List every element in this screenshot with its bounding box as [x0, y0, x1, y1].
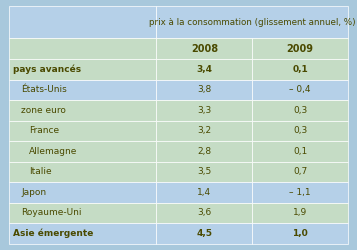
Bar — [252, 121, 348, 141]
Text: 0,3: 0,3 — [293, 106, 307, 115]
Text: Allemagne: Allemagne — [29, 147, 77, 156]
Text: Asie émergente: Asie émergente — [13, 229, 94, 238]
Bar — [252, 182, 348, 203]
Text: 0,3: 0,3 — [293, 126, 307, 136]
Bar — [252, 162, 348, 182]
Text: 1,9: 1,9 — [293, 208, 307, 218]
Bar — [156, 203, 252, 223]
Bar — [252, 100, 348, 121]
Bar — [9, 121, 156, 141]
Text: 3,6: 3,6 — [197, 208, 211, 218]
Bar — [252, 80, 348, 100]
Text: États-Unis: États-Unis — [21, 86, 67, 94]
Bar — [156, 223, 252, 244]
Bar — [156, 6, 348, 38]
Text: 0,1: 0,1 — [293, 147, 307, 156]
Text: 1,4: 1,4 — [197, 188, 211, 197]
Text: 2008: 2008 — [191, 44, 218, 54]
Bar — [252, 203, 348, 223]
Text: Italie: Italie — [29, 168, 51, 176]
Text: 0,1: 0,1 — [292, 65, 308, 74]
Text: prix à la consommation (glissement annuel, %): prix à la consommation (glissement annue… — [149, 18, 356, 27]
Bar — [9, 223, 156, 244]
Bar — [156, 100, 252, 121]
Text: 3,5: 3,5 — [197, 168, 211, 176]
Bar — [9, 100, 156, 121]
Bar — [9, 6, 156, 38]
Bar — [156, 59, 252, 80]
Bar — [252, 223, 348, 244]
Text: – 1,1: – 1,1 — [290, 188, 311, 197]
Text: 3,2: 3,2 — [197, 126, 211, 136]
Bar — [9, 59, 156, 80]
Text: 4,5: 4,5 — [196, 229, 212, 238]
Text: 3,8: 3,8 — [197, 86, 211, 94]
Bar — [9, 203, 156, 223]
Text: – 0,4: – 0,4 — [290, 86, 311, 94]
Text: pays avancés: pays avancés — [13, 65, 81, 74]
Text: Japon: Japon — [21, 188, 46, 197]
Text: zone euro: zone euro — [21, 106, 66, 115]
Bar — [252, 141, 348, 162]
Text: 2,8: 2,8 — [197, 147, 211, 156]
Bar — [252, 38, 348, 59]
Text: 3,3: 3,3 — [197, 106, 211, 115]
Bar — [156, 121, 252, 141]
Text: 3,4: 3,4 — [196, 65, 212, 74]
Bar — [156, 141, 252, 162]
Bar — [9, 182, 156, 203]
Text: Royaume-Uni: Royaume-Uni — [21, 208, 81, 218]
Bar — [252, 59, 348, 80]
Bar — [9, 80, 156, 100]
Bar — [9, 38, 156, 59]
Text: France: France — [29, 126, 59, 136]
Text: 2009: 2009 — [287, 44, 314, 54]
Bar — [9, 141, 156, 162]
Bar — [9, 162, 156, 182]
Bar — [156, 80, 252, 100]
Bar — [156, 162, 252, 182]
Text: 0,7: 0,7 — [293, 168, 307, 176]
Bar — [156, 38, 252, 59]
Bar — [156, 182, 252, 203]
Text: 1,0: 1,0 — [292, 229, 308, 238]
